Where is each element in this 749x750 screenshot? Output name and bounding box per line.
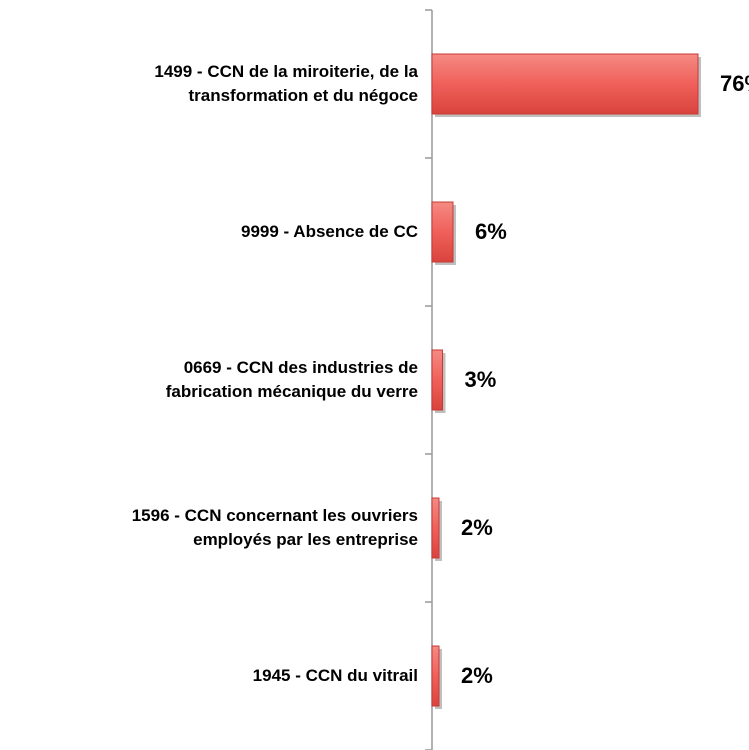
value-label: 2%: [461, 663, 493, 688]
bar: [431, 349, 443, 411]
value-label: 6%: [475, 219, 507, 244]
bar: [431, 497, 440, 559]
category-label: 1596 - CCN concernant les ouvriers emplo…: [131, 506, 418, 549]
bar: [431, 53, 699, 115]
category-label: 9999 - Absence de CC: [241, 222, 418, 242]
category-label: 1945 - CCN du vitrail: [252, 666, 418, 686]
bar: [431, 201, 454, 263]
value-label: 76%: [720, 71, 749, 96]
category-label: 1499 - CCN de la miroiterie, de la trans…: [154, 62, 418, 105]
value-label: 2%: [461, 515, 493, 540]
bar: [431, 645, 440, 707]
value-label: 3%: [464, 367, 497, 392]
category-label: 0669 - CCN des industries de fabrication…: [165, 358, 418, 401]
